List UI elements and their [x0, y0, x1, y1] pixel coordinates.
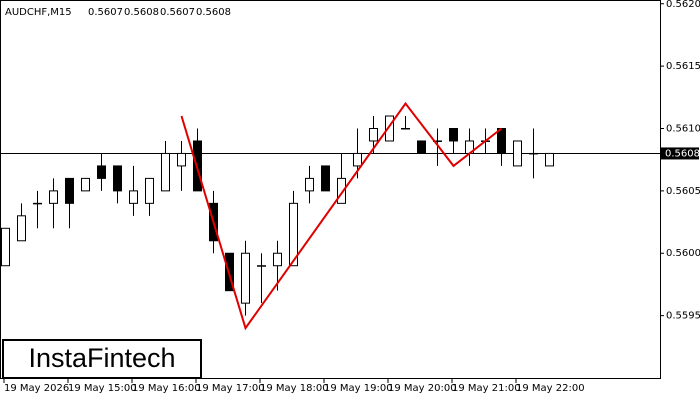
candle-body [33, 202, 42, 205]
candle-body [321, 165, 330, 192]
candle-body [401, 127, 410, 130]
x-tick-label: 19 May 20:00 [388, 383, 457, 394]
watermark-box: InstaFintech [2, 339, 202, 379]
y-tick-label: 0.5615 [666, 61, 700, 72]
x-tick-label: 19 May 16:00 [132, 383, 201, 394]
candle-body [113, 165, 122, 192]
x-tick-label: 19 May 21:00 [452, 383, 521, 394]
y-tick-label: 0.5605 [666, 186, 700, 197]
candle-body [449, 127, 458, 142]
candle-body [305, 177, 314, 192]
header-value: 0.5608 [196, 7, 231, 18]
header-value: 0.5607 [160, 7, 195, 18]
x-tick-label: 19 May 2026 [4, 383, 69, 394]
candle-body [369, 127, 378, 142]
candle-body [497, 127, 506, 154]
candle-body [273, 252, 282, 267]
plot-frame [0, 0, 661, 379]
y-tick-label: 0.5600 [666, 248, 700, 259]
candle-body [529, 152, 538, 155]
candle-body [513, 140, 522, 167]
header-value: 0.5608 [124, 7, 159, 18]
x-tick-label: 19 May 15:00 [68, 383, 137, 394]
watermark: InstaFintech [28, 343, 175, 373]
candle-body [177, 152, 186, 167]
candle-body [65, 177, 74, 204]
pattern-line [180, 101, 503, 331]
candle-body [1, 227, 10, 267]
current-price-label: 0.5608 [665, 148, 700, 159]
candle-body [17, 215, 26, 242]
watermark-frame [2, 339, 202, 379]
candle-body [353, 152, 362, 167]
y-tick-label: 0.5595 [666, 311, 700, 322]
y-tick-label: 0.5620 [666, 0, 700, 10]
candle-body [129, 190, 138, 204]
candle-body [49, 190, 58, 204]
candle-body [417, 140, 426, 154]
symbol: AUDCHF,M15 [5, 7, 72, 18]
candle-body [97, 165, 106, 179]
x-tick-label: 19 May 22:00 [516, 383, 585, 394]
candle-body [385, 115, 394, 142]
candle-body [161, 152, 170, 192]
candle-body [241, 252, 250, 304]
y-tick-label: 0.5610 [666, 123, 700, 134]
current-price-box [661, 147, 699, 160]
x-tick-label: 19 May 19:00 [324, 383, 393, 394]
candle-body [145, 177, 154, 204]
candle-body [81, 177, 90, 192]
header-value: 0.5607 [88, 7, 123, 18]
x-tick-label: 19 May 18:00 [260, 383, 329, 394]
candle-body [545, 152, 554, 167]
candle-body [257, 265, 266, 267]
x-tick-label: 19 May 17:00 [196, 383, 265, 394]
candle-body [289, 202, 298, 267]
candle-body [337, 177, 346, 204]
